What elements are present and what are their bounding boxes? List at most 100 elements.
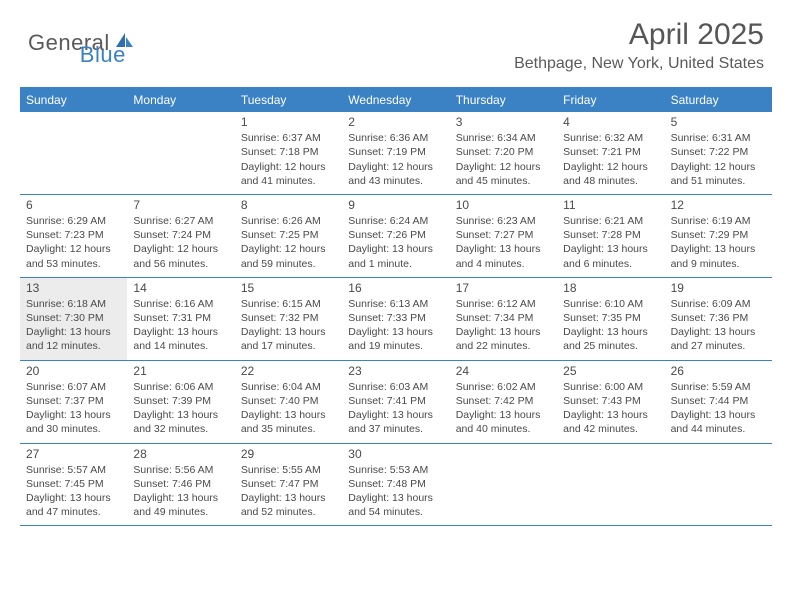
day-cell: 30Sunrise: 5:53 AMSunset: 7:48 PMDayligh… [342, 444, 449, 526]
daylight-text: Daylight: 12 hours and 45 minutes. [456, 160, 551, 188]
day-number: 17 [456, 280, 551, 296]
week-row: 20Sunrise: 6:07 AMSunset: 7:37 PMDayligh… [20, 361, 772, 444]
daylight-text: Daylight: 12 hours and 41 minutes. [241, 160, 336, 188]
sunrise-text: Sunrise: 6:15 AM [241, 297, 336, 311]
day-number: 20 [26, 363, 121, 379]
day-cell: 7Sunrise: 6:27 AMSunset: 7:24 PMDaylight… [127, 195, 234, 277]
sunrise-text: Sunrise: 6:02 AM [456, 380, 551, 394]
day-cell: 24Sunrise: 6:02 AMSunset: 7:42 PMDayligh… [450, 361, 557, 443]
day-cell: 19Sunrise: 6:09 AMSunset: 7:36 PMDayligh… [665, 278, 772, 360]
day-cell: 13Sunrise: 6:18 AMSunset: 7:30 PMDayligh… [20, 278, 127, 360]
day-number: 16 [348, 280, 443, 296]
day-number: 18 [563, 280, 658, 296]
day-cell [557, 444, 664, 526]
sunset-text: Sunset: 7:18 PM [241, 145, 336, 159]
sunrise-text: Sunrise: 6:36 AM [348, 131, 443, 145]
sunset-text: Sunset: 7:41 PM [348, 394, 443, 408]
daylight-text: Daylight: 13 hours and 30 minutes. [26, 408, 121, 436]
daylight-text: Daylight: 12 hours and 48 minutes. [563, 160, 658, 188]
day-number: 19 [671, 280, 766, 296]
calendar-grid: SundayMondayTuesdayWednesdayThursdayFrid… [20, 87, 772, 526]
sunset-text: Sunset: 7:26 PM [348, 228, 443, 242]
sunrise-text: Sunrise: 5:55 AM [241, 463, 336, 477]
day-cell: 8Sunrise: 6:26 AMSunset: 7:25 PMDaylight… [235, 195, 342, 277]
sunrise-text: Sunrise: 6:18 AM [26, 297, 121, 311]
sunrise-text: Sunrise: 6:03 AM [348, 380, 443, 394]
sunset-text: Sunset: 7:36 PM [671, 311, 766, 325]
day-number: 26 [671, 363, 766, 379]
day-number: 12 [671, 197, 766, 213]
day-cell [127, 112, 234, 194]
sunset-text: Sunset: 7:37 PM [26, 394, 121, 408]
sunrise-text: Sunrise: 6:12 AM [456, 297, 551, 311]
sunset-text: Sunset: 7:22 PM [671, 145, 766, 159]
day-cell: 27Sunrise: 5:57 AMSunset: 7:45 PMDayligh… [20, 444, 127, 526]
day-number: 30 [348, 446, 443, 462]
sunset-text: Sunset: 7:34 PM [456, 311, 551, 325]
daylight-text: Daylight: 13 hours and 47 minutes. [26, 491, 121, 519]
sunset-text: Sunset: 7:20 PM [456, 145, 551, 159]
sunset-text: Sunset: 7:31 PM [133, 311, 228, 325]
daylight-text: Daylight: 13 hours and 19 minutes. [348, 325, 443, 353]
sunset-text: Sunset: 7:32 PM [241, 311, 336, 325]
day-cell: 17Sunrise: 6:12 AMSunset: 7:34 PMDayligh… [450, 278, 557, 360]
page-title: April 2025 [514, 18, 764, 52]
daylight-text: Daylight: 13 hours and 6 minutes. [563, 242, 658, 270]
day-cell: 26Sunrise: 5:59 AMSunset: 7:44 PMDayligh… [665, 361, 772, 443]
sunrise-text: Sunrise: 6:09 AM [671, 297, 766, 311]
dow-header: Friday [557, 89, 664, 112]
daylight-text: Daylight: 12 hours and 59 minutes. [241, 242, 336, 270]
day-number: 28 [133, 446, 228, 462]
sunrise-text: Sunrise: 6:07 AM [26, 380, 121, 394]
day-cell: 3Sunrise: 6:34 AMSunset: 7:20 PMDaylight… [450, 112, 557, 194]
sunrise-text: Sunrise: 6:29 AM [26, 214, 121, 228]
sunset-text: Sunset: 7:33 PM [348, 311, 443, 325]
daylight-text: Daylight: 13 hours and 25 minutes. [563, 325, 658, 353]
sunrise-text: Sunrise: 6:00 AM [563, 380, 658, 394]
dow-header: Tuesday [235, 89, 342, 112]
day-number: 9 [348, 197, 443, 213]
day-cell: 15Sunrise: 6:15 AMSunset: 7:32 PMDayligh… [235, 278, 342, 360]
sunrise-text: Sunrise: 6:31 AM [671, 131, 766, 145]
day-cell: 14Sunrise: 6:16 AMSunset: 7:31 PMDayligh… [127, 278, 234, 360]
sunrise-text: Sunrise: 6:19 AM [671, 214, 766, 228]
sunset-text: Sunset: 7:21 PM [563, 145, 658, 159]
sunrise-text: Sunrise: 5:53 AM [348, 463, 443, 477]
sunrise-text: Sunrise: 6:06 AM [133, 380, 228, 394]
daylight-text: Daylight: 13 hours and 52 minutes. [241, 491, 336, 519]
daylight-text: Daylight: 12 hours and 51 minutes. [671, 160, 766, 188]
sunrise-text: Sunrise: 6:04 AM [241, 380, 336, 394]
sunset-text: Sunset: 7:45 PM [26, 477, 121, 491]
sunset-text: Sunset: 7:40 PM [241, 394, 336, 408]
day-cell: 16Sunrise: 6:13 AMSunset: 7:33 PMDayligh… [342, 278, 449, 360]
brand-text-blue: Blue [80, 42, 126, 68]
day-number: 2 [348, 114, 443, 130]
brand-logo: General Blue [28, 18, 126, 68]
sunrise-text: Sunrise: 6:16 AM [133, 297, 228, 311]
sunrise-text: Sunrise: 6:37 AM [241, 131, 336, 145]
dow-header: Thursday [450, 89, 557, 112]
day-cell: 9Sunrise: 6:24 AMSunset: 7:26 PMDaylight… [342, 195, 449, 277]
daylight-text: Daylight: 13 hours and 27 minutes. [671, 325, 766, 353]
day-cell [665, 444, 772, 526]
sunset-text: Sunset: 7:19 PM [348, 145, 443, 159]
dow-header: Saturday [665, 89, 772, 112]
sunset-text: Sunset: 7:35 PM [563, 311, 658, 325]
sunrise-text: Sunrise: 5:59 AM [671, 380, 766, 394]
sunrise-text: Sunrise: 6:24 AM [348, 214, 443, 228]
dow-header: Sunday [20, 89, 127, 112]
daylight-text: Daylight: 13 hours and 37 minutes. [348, 408, 443, 436]
sunrise-text: Sunrise: 6:21 AM [563, 214, 658, 228]
day-number: 5 [671, 114, 766, 130]
day-number: 10 [456, 197, 551, 213]
day-cell: 21Sunrise: 6:06 AMSunset: 7:39 PMDayligh… [127, 361, 234, 443]
daylight-text: Daylight: 13 hours and 44 minutes. [671, 408, 766, 436]
day-number: 21 [133, 363, 228, 379]
sunrise-text: Sunrise: 6:27 AM [133, 214, 228, 228]
sunset-text: Sunset: 7:42 PM [456, 394, 551, 408]
day-cell: 28Sunrise: 5:56 AMSunset: 7:46 PMDayligh… [127, 444, 234, 526]
day-cell: 12Sunrise: 6:19 AMSunset: 7:29 PMDayligh… [665, 195, 772, 277]
week-row: 1Sunrise: 6:37 AMSunset: 7:18 PMDaylight… [20, 112, 772, 195]
daylight-text: Daylight: 13 hours and 22 minutes. [456, 325, 551, 353]
day-cell: 2Sunrise: 6:36 AMSunset: 7:19 PMDaylight… [342, 112, 449, 194]
